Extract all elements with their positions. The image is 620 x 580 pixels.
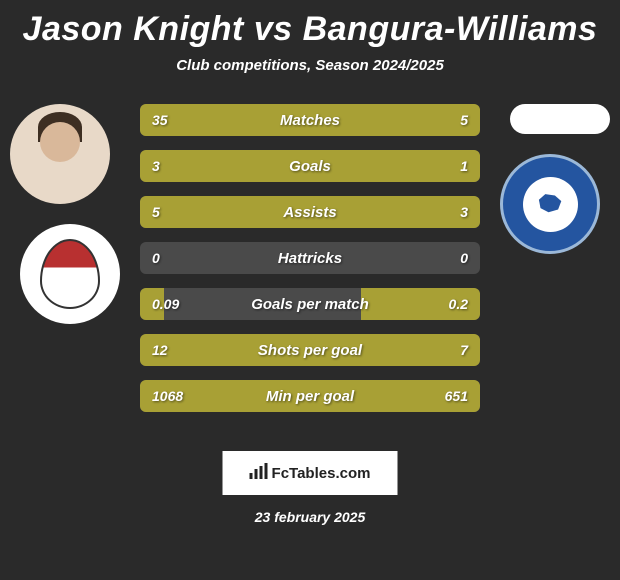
stat-label: Matches [140,104,480,136]
club-badge-right [500,154,600,254]
brand-logo: FcTables.com [223,451,398,495]
stat-row: 00Hattricks [140,242,480,274]
stat-label: Hattricks [140,242,480,274]
player-avatar-right [510,104,610,134]
stat-label: Min per goal [140,380,480,412]
player-avatar-left [10,104,110,204]
footer-date: 23 february 2025 [0,509,620,525]
stat-row: 31Goals [140,150,480,182]
stat-row: 355Matches [140,104,480,136]
page-title: Jason Knight vs Bangura-Williams [0,0,620,49]
stat-label: Assists [140,196,480,228]
chart-icon [250,463,268,484]
comparison-content: 355Matches 31Goals 53Assists 00Hattricks 0.0… [0,104,620,434]
stat-row: 53Assists [140,196,480,228]
club-badge-left [20,224,120,324]
stat-label: Goals per match [140,288,480,320]
stat-row: 1068651Min per goal [140,380,480,412]
brand-text: FcTables.com [272,465,371,482]
club-crest-left-icon [40,239,100,309]
stat-row: 0.090.2Goals per match [140,288,480,320]
club-crest-right-icon [523,177,578,232]
page-subtitle: Club competitions, Season 2024/2025 [0,57,620,74]
stat-bars: 355Matches 31Goals 53Assists 00Hattricks 0.0… [140,104,480,426]
stat-row: 127Shots per goal [140,334,480,366]
stat-label: Goals [140,150,480,182]
stat-label: Shots per goal [140,334,480,366]
